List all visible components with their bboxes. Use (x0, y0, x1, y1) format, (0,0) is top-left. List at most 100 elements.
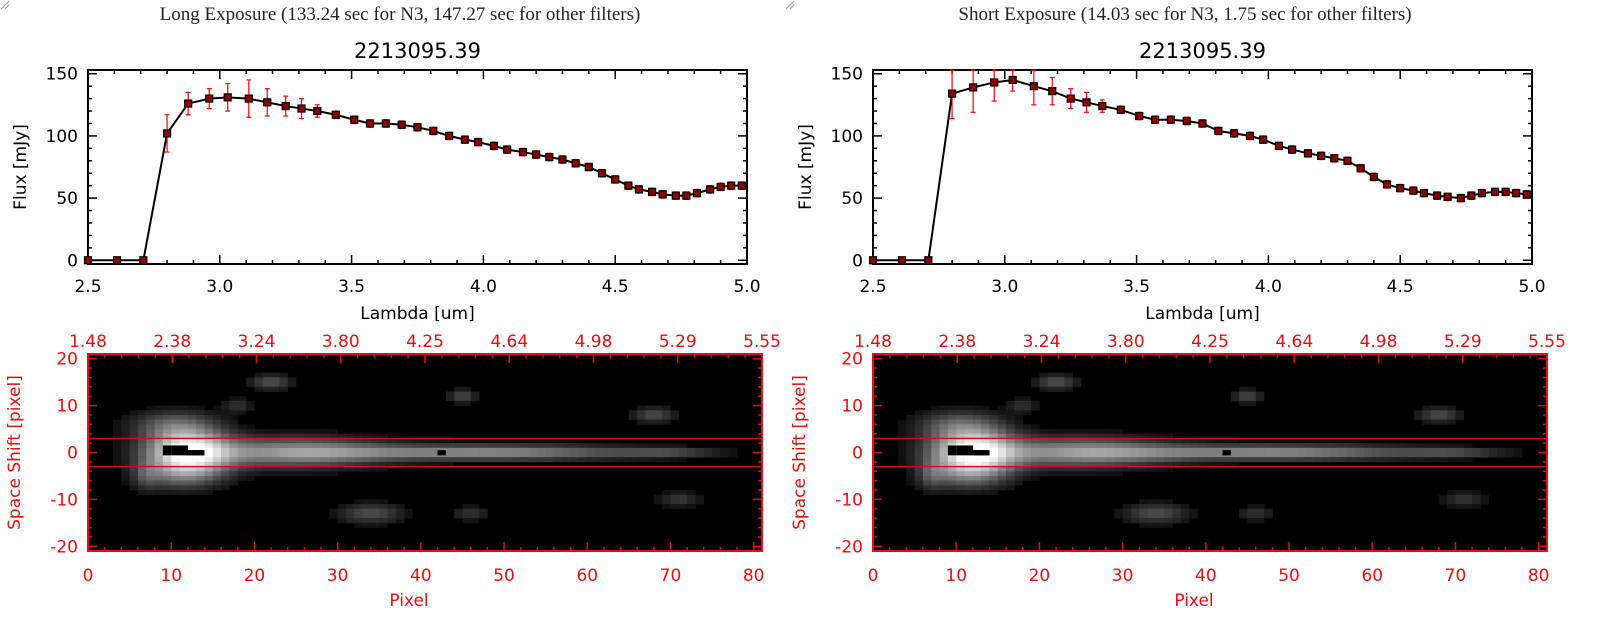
image-pixel (212, 405, 222, 411)
image-pixel (922, 419, 932, 425)
image-pixel (1197, 447, 1207, 453)
image-pixel (112, 438, 122, 444)
image-pixel (146, 457, 155, 463)
image-pixel (246, 443, 255, 449)
image-pixel (379, 518, 388, 524)
image-pixel (462, 443, 472, 449)
image-pixel (1480, 499, 1490, 505)
image-pixel (1322, 452, 1331, 458)
image-pixel (246, 405, 255, 411)
image-pixel (279, 382, 288, 388)
image-pixel (1064, 438, 1073, 444)
image-pixel (1388, 452, 1398, 458)
image-pixel (271, 461, 280, 467)
image-pixel (1130, 504, 1140, 510)
resize-grip-icon[interactable] (0, 0, 10, 10)
image-pixel (906, 414, 915, 420)
image-pixel (420, 461, 430, 467)
image-pixel (179, 424, 189, 430)
image-pixel (512, 452, 521, 458)
x-tick-label: 3.0 (991, 277, 1018, 297)
image-pixel (345, 466, 355, 472)
image-pixel (1230, 457, 1240, 463)
image-pixel (964, 419, 974, 425)
image-pixel (221, 443, 230, 449)
image-pixel (1155, 518, 1165, 524)
image-pixel (603, 452, 613, 458)
top-tick-label: 2.38 (153, 332, 191, 352)
image-pixel (1180, 443, 1190, 449)
image-pixel (1280, 447, 1290, 453)
image-pixel (1330, 452, 1340, 458)
image-pixel (1006, 461, 1015, 467)
image-pixel (320, 447, 330, 453)
image-pixel (678, 457, 688, 463)
image-pixel (146, 461, 155, 467)
image-pixel (1139, 466, 1148, 472)
image-pixel (304, 447, 313, 453)
image-pixel (1047, 433, 1057, 439)
image-pixel (670, 499, 680, 505)
image-pixel (1056, 433, 1065, 439)
image-pixel (678, 494, 688, 500)
image-pixel (420, 438, 430, 444)
image-pixel (1413, 452, 1423, 458)
image-pixel (1056, 372, 1065, 378)
spectrum-axes-frame (87, 69, 748, 265)
image-pixel (196, 471, 205, 477)
image-pixel (662, 443, 671, 449)
image-pixel (1105, 447, 1115, 453)
exposure-title: Short Exposure (14.03 sec for N3, 1.75 s… (958, 4, 1412, 25)
image-pixel (345, 513, 355, 519)
image-pixel (1155, 447, 1165, 453)
image-pixel (620, 443, 630, 449)
image-pixel (320, 438, 330, 444)
data-point (313, 106, 322, 116)
image-pixel (1164, 452, 1173, 458)
image-pixel (1372, 447, 1381, 453)
image-pixel (1463, 443, 1473, 449)
image-pixel (387, 508, 397, 514)
image-pixel (897, 424, 907, 430)
image-pixel (1039, 382, 1049, 388)
data-point (1066, 94, 1075, 103)
image-pixel (1039, 386, 1049, 392)
image-pixel (1089, 466, 1098, 472)
data-point (1356, 164, 1365, 173)
image-pixel (437, 461, 447, 467)
saturated-pixel (171, 445, 188, 451)
image-pixel (947, 490, 957, 496)
image-pixel (121, 424, 130, 430)
image-pixel (196, 475, 205, 481)
image-pixel (229, 433, 239, 439)
image-pixel (445, 461, 455, 467)
image-pixel (1430, 447, 1440, 453)
image-pixel (196, 419, 205, 425)
image-pixel (964, 490, 974, 496)
image-pixel (454, 400, 463, 406)
image-pixel (479, 508, 488, 514)
image-pixel (1230, 396, 1240, 402)
image-pixel (1081, 433, 1090, 439)
image-pixel (1180, 518, 1190, 524)
image-pixel (989, 414, 999, 420)
image-pixel (1214, 452, 1223, 458)
image-pixel (221, 419, 230, 425)
image-pixel (1089, 461, 1098, 467)
image-pixel (1338, 443, 1348, 449)
image-pixel (137, 475, 147, 481)
image-pixel (1081, 466, 1090, 472)
image-pixel (1422, 414, 1431, 420)
image-pixel (653, 414, 663, 420)
image-pixel (420, 452, 430, 458)
image-pixel (914, 471, 924, 477)
image-pixel (1455, 494, 1465, 500)
image-pixel (1147, 518, 1157, 524)
image-pixel (637, 410, 646, 416)
image-pixel (304, 471, 313, 477)
resize-grip-icon[interactable] (785, 0, 795, 10)
image-pixel (187, 438, 197, 444)
image-pixel (1230, 438, 1240, 444)
image-pixel (956, 457, 965, 463)
image-pixel (1014, 424, 1024, 430)
